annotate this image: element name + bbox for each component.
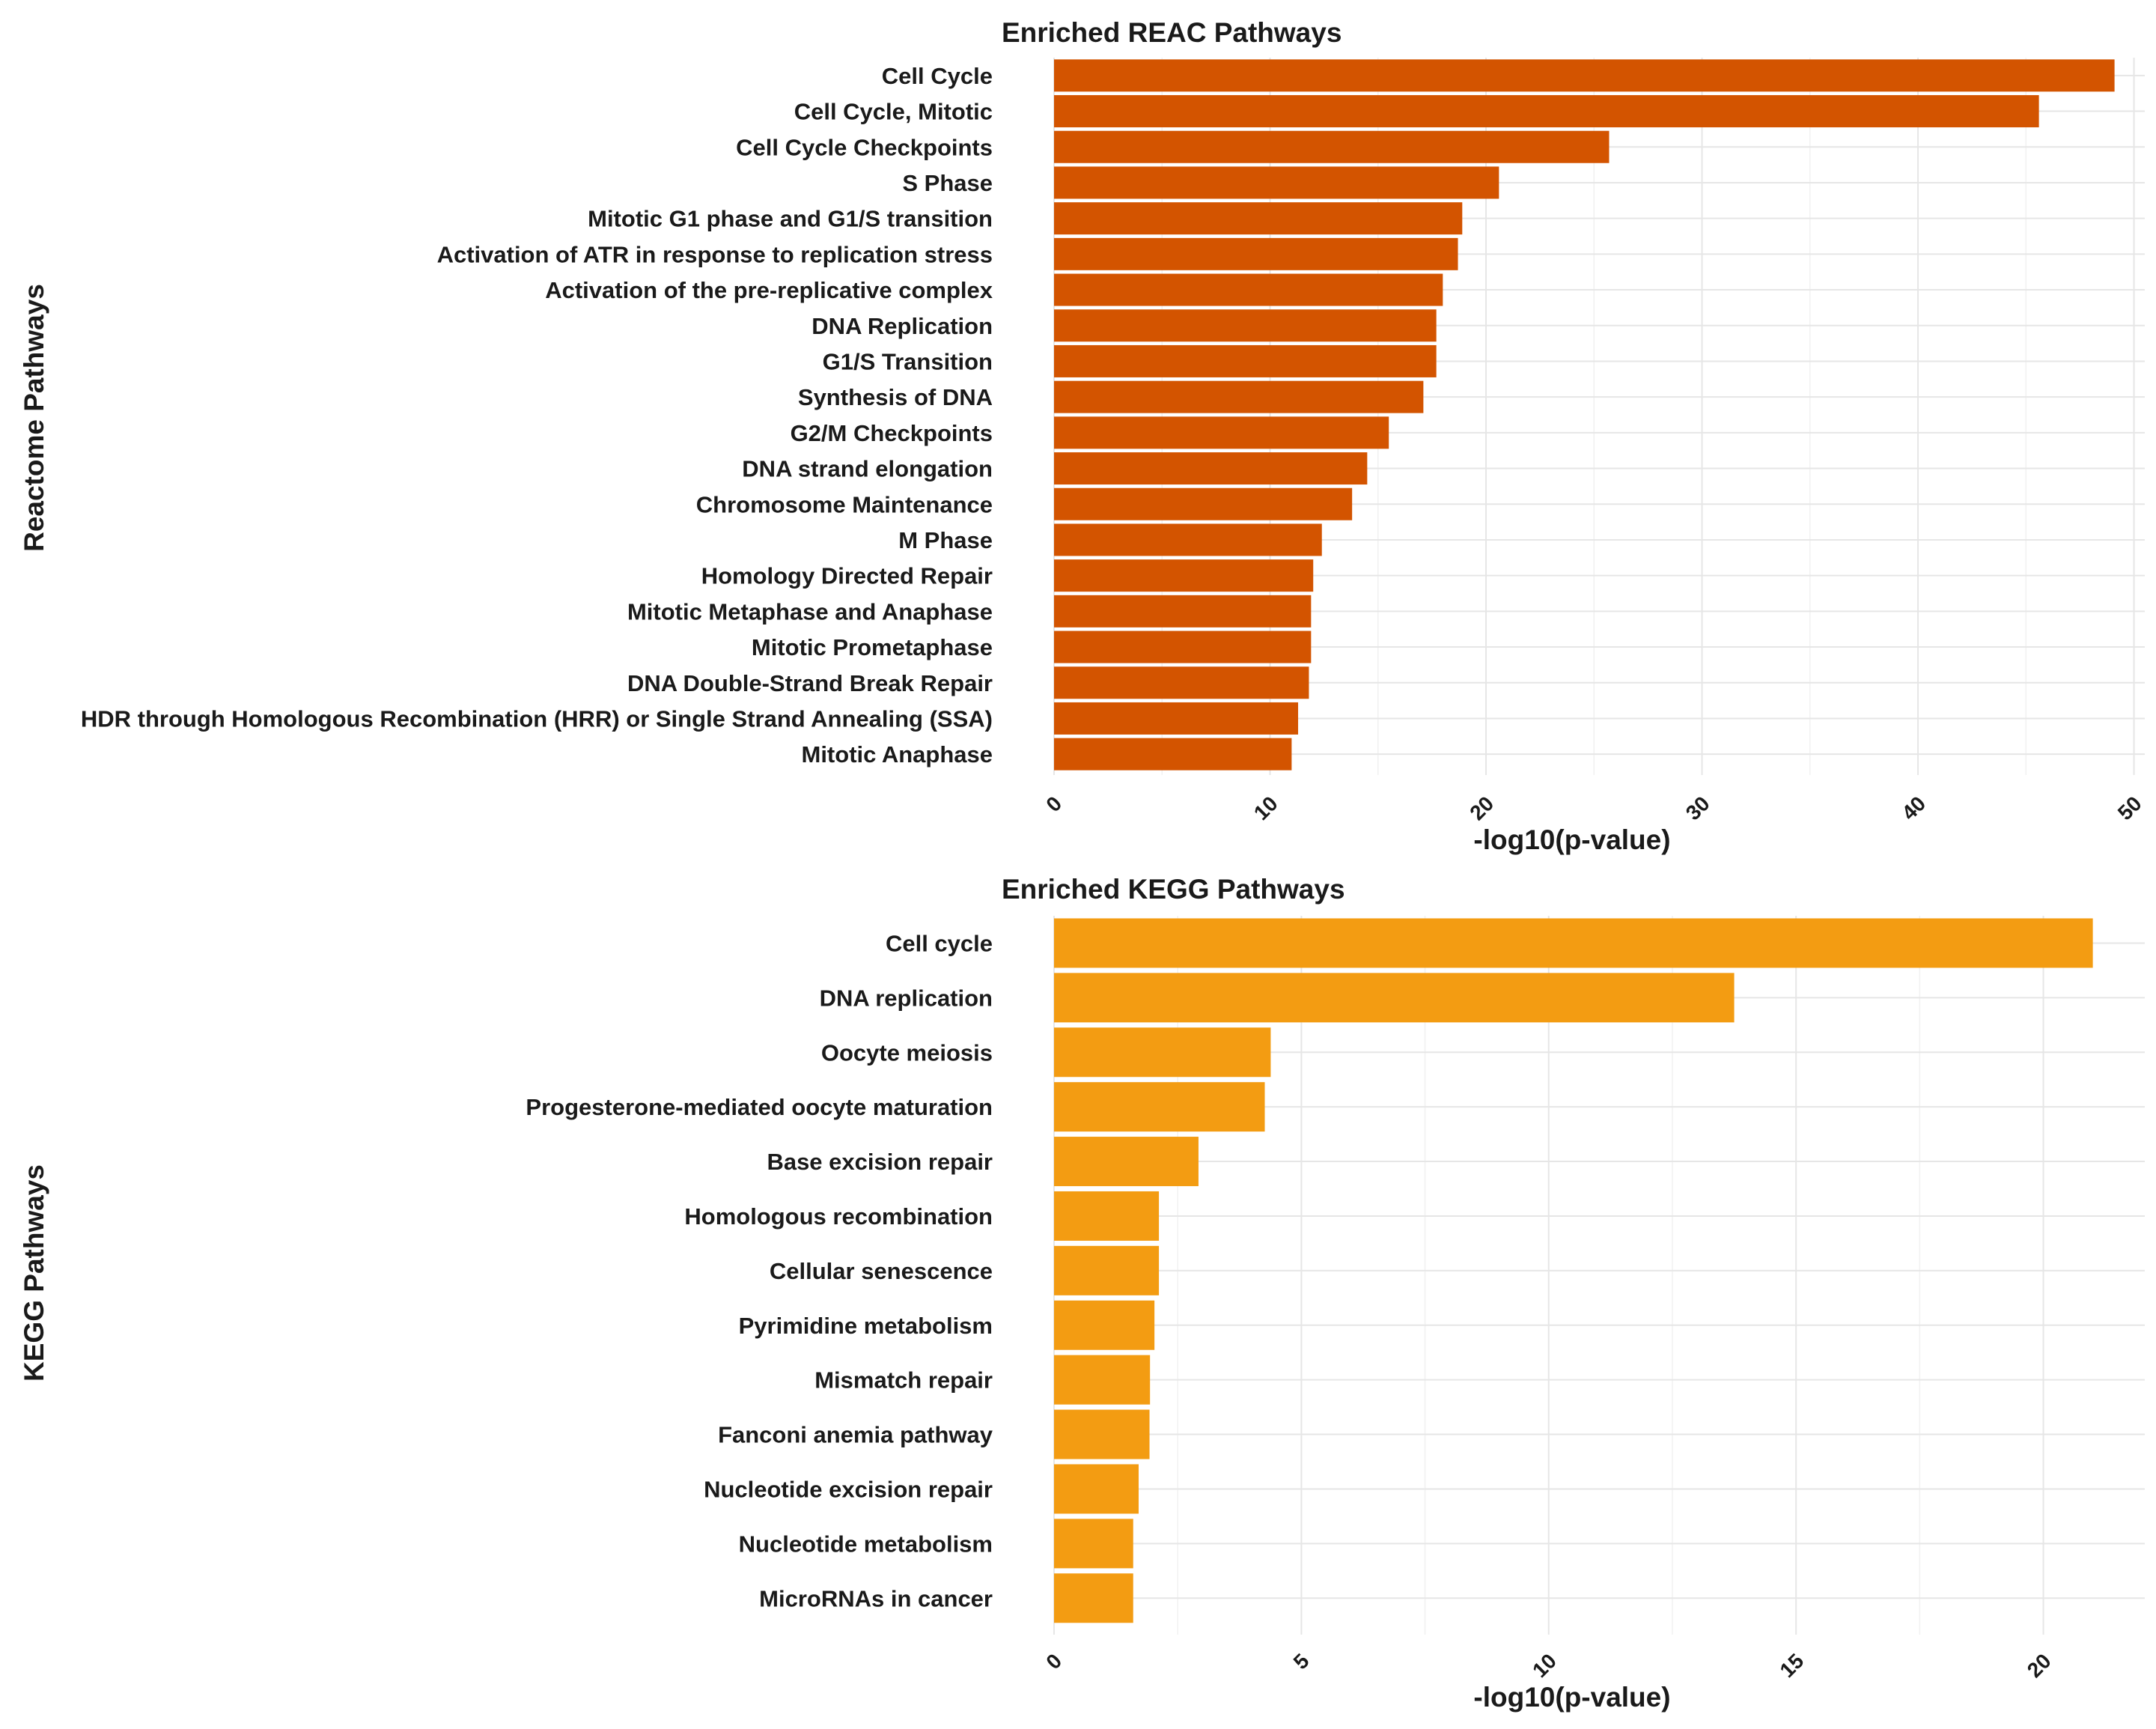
reac-bar: [1054, 738, 1292, 771]
reac-category-label: Activation of the pre-replicative comple…: [545, 277, 993, 303]
kegg-bars: [1054, 918, 2093, 1623]
kegg-bar: [1054, 1245, 1160, 1295]
kegg-category-label: Nucleotide metabolism: [739, 1531, 993, 1557]
kegg-category-label: Cell cycle: [886, 930, 993, 956]
reac-panel: Cell Cycle Cell Cycle, Mitotic Cell Cycle …: [19, 17, 2146, 855]
kegg-category-label: Fanconi anemia pathway: [718, 1422, 993, 1448]
reac-category-label: Activation of ATR in response to replica…: [437, 241, 993, 267]
reac-category-label: Cell Cycle: [882, 63, 993, 89]
kegg-category-label: DNA replication: [820, 985, 993, 1011]
reac-x-tick-label: 50: [2113, 791, 2146, 824]
reac-category-label: Homology Directed Repair: [701, 563, 993, 589]
reac-bar: [1054, 595, 1312, 628]
kegg-bar: [1054, 973, 1735, 1023]
kegg-x-tick-label: 5: [1289, 1649, 1314, 1674]
reac-bar: [1054, 166, 1499, 199]
kegg-bar: [1054, 1191, 1160, 1241]
reac-category-labels: Cell Cycle Cell Cycle, Mitotic Cell Cycle …: [81, 63, 993, 768]
reac-bar: [1054, 237, 1458, 270]
reac-bar: [1054, 202, 1463, 235]
reac-bar: [1054, 130, 1610, 163]
kegg-category-label: Oocyte meiosis: [821, 1039, 993, 1066]
reac-bar: [1054, 452, 1368, 485]
reac-bar: [1054, 273, 1443, 306]
reac-bars: [1054, 59, 2115, 771]
kegg-bar: [1054, 1409, 1150, 1459]
kegg-x-tick-label: 20: [2023, 1649, 2056, 1682]
reac-category-label: Synthesis of DNA: [798, 384, 993, 410]
kegg-bar: [1054, 918, 2093, 968]
kegg-x-tick-label: 10: [1528, 1649, 1561, 1682]
reac-bar: [1054, 59, 2115, 92]
kegg-category-label: Pyrimidine metabolism: [739, 1313, 993, 1339]
kegg-panel: Cell cycle DNA replication Oocyte meiosis P…: [19, 874, 2145, 1713]
reac-bar: [1054, 416, 1389, 449]
kegg-x-tick-label: 0: [1041, 1649, 1066, 1674]
reac-x-tick-labels: 0 10 20 30 40 50: [1041, 791, 2146, 824]
reac-bar: [1054, 380, 1424, 413]
reac-category-label: Mitotic Prometaphase: [752, 634, 993, 660]
reac-bar: [1054, 95, 2039, 128]
kegg-bar: [1054, 1082, 1265, 1132]
reac-bar: [1054, 309, 1437, 342]
kegg-bar: [1054, 1573, 1133, 1623]
reac-category-label: DNA strand elongation: [742, 456, 993, 482]
kegg-category-label: Cellular senescence: [770, 1258, 993, 1284]
kegg-x-axis-title: -log10(p-value): [1473, 1682, 1670, 1713]
reac-category-label: Mitotic Metaphase and Anaphase: [627, 598, 993, 625]
reac-x-axis-title: -log10(p-value): [1473, 824, 1670, 855]
reac-x-tick-label: 40: [1897, 791, 1930, 824]
kegg-category-label: Nucleotide excision repair: [704, 1476, 993, 1502]
reac-x-tick-label: 0: [1041, 791, 1066, 816]
reac-category-label: M Phase: [898, 527, 993, 553]
reac-category-label: G2/M Checkpoints: [791, 420, 993, 446]
reac-x-tick-label: 30: [1681, 791, 1714, 824]
reac-y-axis-title: Reactome Pathways: [19, 284, 49, 552]
reac-bar: [1054, 702, 1299, 735]
reac-category-label: Cell Cycle, Mitotic: [794, 99, 993, 125]
reac-bar: [1054, 630, 1312, 663]
reac-bar: [1054, 559, 1314, 592]
kegg-gridlines: [1053, 916, 2145, 1635]
reac-x-tick-label: 10: [1249, 791, 1282, 824]
kegg-category-label: MicroRNAs in cancer: [759, 1585, 993, 1611]
reac-x-tick-label: 20: [1465, 791, 1498, 824]
reac-category-label: DNA Replication: [811, 313, 993, 339]
reac-category-label: Mitotic G1 phase and G1/S transition: [588, 206, 993, 232]
kegg-bar: [1054, 1300, 1155, 1350]
reac-bar: [1054, 523, 1322, 556]
kegg-y-axis-title: KEGG Pathways: [19, 1164, 49, 1382]
reac-chart-title: Enriched REAC Pathways: [1002, 17, 1342, 48]
reac-bar: [1054, 666, 1309, 699]
kegg-bar: [1054, 1137, 1199, 1187]
kegg-bar: [1054, 1519, 1133, 1569]
reac-category-label: DNA Double-Strand Break Repair: [627, 670, 993, 696]
reac-bar: [1054, 487, 1353, 520]
reac-bar: [1054, 344, 1437, 377]
reac-category-label: Cell Cycle Checkpoints: [736, 134, 993, 160]
kegg-category-label: Mismatch repair: [814, 1367, 993, 1394]
kegg-category-labels: Cell cycle DNA replication Oocyte meiosis P…: [526, 930, 993, 1611]
reac-category-label: S Phase: [902, 170, 993, 196]
reac-category-label: Chromosome Maintenance: [696, 491, 993, 517]
reac-category-label: G1/S Transition: [823, 348, 993, 374]
kegg-category-label: Progesterone-mediated oocyte maturation: [526, 1094, 993, 1120]
kegg-x-tick-labels: 0 5 10 15 20: [1041, 1649, 2055, 1682]
kegg-category-label: Base excision repair: [767, 1149, 993, 1175]
reac-category-label: HDR through Homologous Recombination (HR…: [81, 705, 993, 732]
kegg-category-label: Homologous recombination: [684, 1203, 993, 1230]
reac-category-label: Mitotic Anaphase: [802, 741, 993, 768]
kegg-x-tick-label: 15: [1775, 1649, 1808, 1682]
kegg-bar: [1054, 1027, 1271, 1078]
kegg-bar: [1054, 1355, 1151, 1405]
kegg-chart-title: Enriched KEGG Pathways: [1002, 874, 1345, 905]
kegg-bar: [1054, 1464, 1139, 1514]
